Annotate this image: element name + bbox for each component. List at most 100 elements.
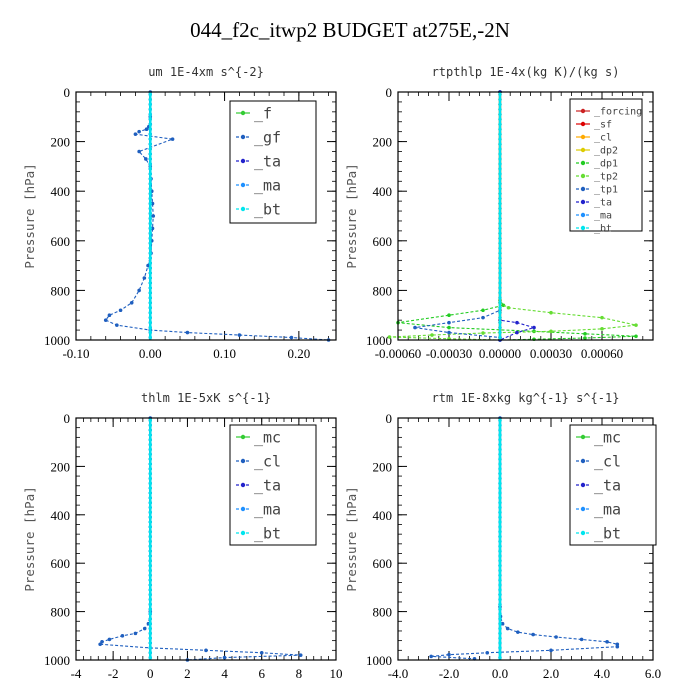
series-marker-bt bbox=[148, 335, 152, 340]
series-marker-bt bbox=[498, 132, 502, 136]
series-marker-bt bbox=[148, 467, 152, 471]
legend-label: _mc bbox=[254, 428, 281, 446]
legend-label: _gf bbox=[254, 128, 281, 146]
series-marker-bt bbox=[498, 631, 502, 635]
series-marker-bt bbox=[148, 321, 152, 325]
x-tick-label: 4.0 bbox=[594, 666, 610, 681]
x-tick-label: 0.00060 bbox=[581, 346, 623, 361]
series-marker-bt bbox=[148, 251, 152, 255]
legend-label: _ta bbox=[254, 476, 281, 494]
series-marker-bt bbox=[498, 306, 502, 310]
x-tick-label: -0.10 bbox=[62, 346, 89, 361]
series-marker-bt bbox=[148, 197, 152, 201]
series-marker-bt bbox=[498, 256, 502, 260]
series-marker-bt bbox=[498, 211, 502, 216]
series-marker-bt bbox=[148, 631, 152, 635]
x-tick-label: -4 bbox=[71, 666, 82, 681]
series-marker-tp1 bbox=[447, 330, 451, 335]
panel-title: thlm 1E-5xK s^{-1} bbox=[141, 391, 271, 405]
series-marker-bt bbox=[498, 172, 502, 176]
series-marker-bt bbox=[148, 433, 152, 437]
series-marker-bt bbox=[498, 226, 502, 230]
series-line-tp1 bbox=[414, 92, 501, 340]
legend-marker bbox=[580, 108, 586, 114]
series-marker-bt bbox=[148, 525, 152, 529]
series-marker-bt bbox=[498, 335, 502, 340]
series-marker-gf bbox=[185, 330, 190, 335]
x-tick-label: 0.10 bbox=[213, 346, 236, 361]
series-marker-bt bbox=[148, 127, 152, 131]
series-marker-dp1 bbox=[583, 332, 587, 336]
series-marker-bt bbox=[148, 549, 152, 553]
series-marker-bt bbox=[148, 296, 152, 300]
series-marker-bt bbox=[498, 501, 502, 505]
panel-3: thlm 1E-5xK s^{-1} Pressure [hPa] -4 -2 0 2 4 6… bbox=[22, 391, 343, 681]
series-marker-bt bbox=[498, 481, 502, 485]
series-marker-bt bbox=[498, 117, 502, 121]
series-marker-bt bbox=[148, 137, 152, 141]
series-marker-bt bbox=[148, 162, 152, 166]
series-marker-bt bbox=[148, 301, 152, 305]
y-tick-label: 800 bbox=[373, 605, 393, 620]
series-marker-bt bbox=[498, 216, 502, 221]
series-marker-gf bbox=[150, 226, 155, 231]
series-marker-bt bbox=[498, 182, 502, 186]
series-marker-bt bbox=[498, 452, 502, 456]
series-marker-bt bbox=[498, 326, 502, 330]
series-marker-bt bbox=[498, 544, 502, 548]
series-marker-bt bbox=[148, 236, 152, 240]
legend-marker bbox=[580, 199, 586, 205]
legend: _mc _cl _ta _ma _bt bbox=[229, 424, 317, 546]
series-marker-bt bbox=[148, 291, 152, 295]
series-marker-bt bbox=[148, 211, 152, 216]
series-marker-bt bbox=[498, 231, 502, 235]
series-marker-bt bbox=[148, 177, 152, 181]
series-marker-tp2 bbox=[600, 327, 604, 331]
series-marker-cl bbox=[516, 630, 520, 634]
series-marker-cl bbox=[615, 644, 620, 649]
x-tick-label: 0.00030 bbox=[530, 346, 572, 361]
y-tick-label: 0 bbox=[64, 411, 71, 426]
series-marker-bt bbox=[148, 132, 152, 136]
series-marker-bt bbox=[148, 481, 152, 485]
series-marker-bt bbox=[498, 281, 502, 285]
series-marker-bt bbox=[498, 472, 502, 476]
series-marker-tp1 bbox=[413, 325, 417, 330]
y-axis-label: Pressure [hPa] bbox=[344, 486, 359, 591]
series-marker-bt bbox=[498, 122, 502, 126]
series-marker-cl bbox=[554, 635, 558, 639]
series-marker-bt bbox=[148, 326, 152, 330]
series-marker-bt bbox=[498, 525, 502, 529]
y-tick-label: 800 bbox=[373, 283, 393, 298]
y-tick-label: 0 bbox=[386, 85, 393, 100]
series-marker-bt bbox=[498, 530, 502, 534]
series-marker-bt bbox=[498, 428, 502, 432]
legend-marker bbox=[240, 134, 246, 140]
legend-marker bbox=[240, 110, 246, 116]
series-marker-bt bbox=[148, 501, 152, 505]
legend-marker bbox=[580, 458, 586, 464]
series-marker-bt bbox=[148, 530, 152, 534]
series-marker-bt bbox=[148, 92, 152, 97]
panel-title: um 1E-4xm s^{-2} bbox=[148, 65, 264, 79]
series-marker-dp1 bbox=[634, 334, 638, 339]
series-marker-tp1 bbox=[481, 315, 485, 320]
series-marker-ta bbox=[515, 330, 519, 335]
series-marker-bt bbox=[498, 271, 502, 275]
legend-label: _ma bbox=[254, 176, 281, 194]
series-marker-bt bbox=[498, 241, 502, 245]
series-marker-bt bbox=[498, 261, 502, 265]
series-marker-bt bbox=[148, 457, 152, 461]
series-marker-bt bbox=[498, 236, 502, 240]
series-marker-bt bbox=[498, 549, 502, 553]
y-tick-label: 800 bbox=[51, 605, 71, 620]
series-marker-bt bbox=[148, 226, 152, 230]
y-tick-label: 800 bbox=[51, 283, 71, 298]
y-tick-label: 600 bbox=[51, 234, 71, 249]
series-marker-bt bbox=[148, 438, 152, 442]
series-marker-bt bbox=[148, 554, 152, 558]
series-marker-dp1 bbox=[583, 336, 587, 340]
series-marker-cl bbox=[98, 642, 102, 647]
x-tick-label: 2.0 bbox=[543, 666, 559, 681]
y-tick-label: 1000 bbox=[366, 653, 392, 668]
